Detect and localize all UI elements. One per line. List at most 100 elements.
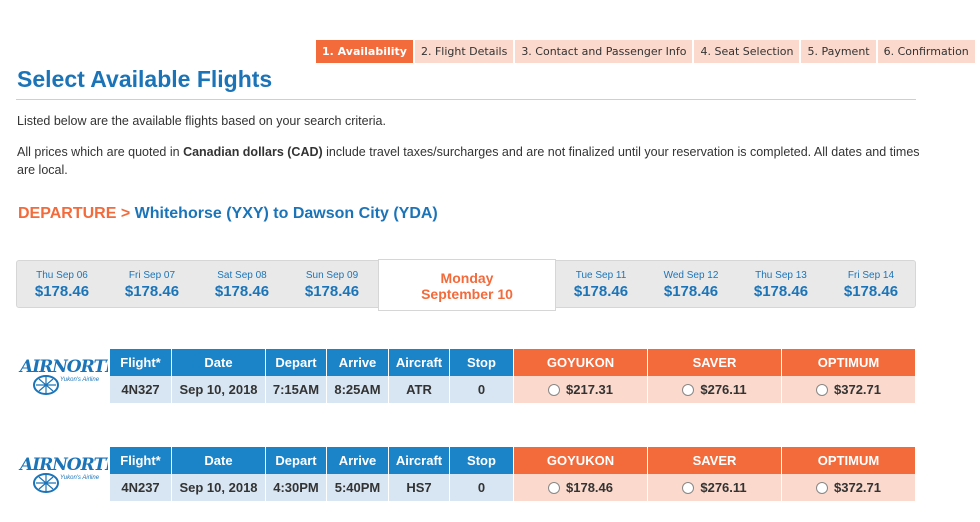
col-fare-saver: SAVER [648, 349, 782, 376]
col-stop: Stop [450, 447, 514, 474]
logo-tagline: Yukon's Airline [60, 377, 100, 383]
date-label: Fri Sep 07 [128, 270, 176, 281]
price-note-before: All prices which are quoted in [17, 145, 184, 159]
date-option[interactable]: Fri Sep 07 $178.46 [107, 261, 197, 309]
progress-steps: 1. Availability 2. Flight Details 3. Con… [316, 40, 977, 63]
col-aircraft: Aircraft [389, 349, 450, 376]
fare-option-goyukon[interactable]: $217.31 [514, 376, 648, 403]
flight-table-header: Flight* Date Depart Arrive Aircraft Stop… [110, 447, 916, 474]
date-price: $178.46 [304, 283, 360, 300]
arrive-time: 5:40PM [327, 474, 389, 501]
table-row: 4N327 Sep 10, 2018 7:15AM 8:25AM ATR 0 $… [110, 376, 916, 403]
airnorth-logo: AIRNORTH Yukon's Airline [18, 455, 108, 493]
fare-radio[interactable] [548, 384, 560, 396]
col-flight: Flight* [110, 349, 172, 376]
flight-date: Sep 10, 2018 [172, 376, 266, 403]
flight-table: Flight* Date Depart Arrive Aircraft Stop… [110, 349, 916, 403]
date-label: Thu Sep 13 [755, 270, 807, 281]
fare-option-saver[interactable]: $276.11 [648, 474, 782, 501]
step-payment: 5. Payment [801, 40, 876, 63]
fare-option-optimum[interactable]: $372.71 [782, 376, 916, 403]
col-fare-goyukon: GOYUKON [514, 447, 648, 474]
flight-table-header: Flight* Date Depart Arrive Aircraft Stop… [110, 349, 916, 376]
title-divider [16, 99, 916, 100]
date-label: Wed Sep 12 [663, 270, 719, 281]
intro-text: Listed below are the available flights b… [17, 114, 386, 128]
route-heading: DEPARTURE > Whitehorse (YXY) to Dawson C… [18, 205, 438, 223]
selected-date-day: Monday [440, 270, 494, 286]
date-option[interactable]: Fri Sep 14 $178.46 [826, 261, 916, 309]
date-label: Sat Sep 08 [217, 270, 267, 281]
price-note-currency: Canadian dollars (CAD) [183, 145, 323, 159]
col-depart: Depart [266, 349, 327, 376]
logo-wordmark: AIRNORTH [18, 357, 108, 377]
col-aircraft: Aircraft [389, 447, 450, 474]
logo-wordmark: AIRNORTH [18, 455, 108, 475]
date-option[interactable]: Wed Sep 12 $178.46 [646, 261, 736, 309]
aircraft: HS7 [389, 474, 450, 501]
fare-price: $217.31 [566, 382, 613, 397]
col-depart: Depart [266, 447, 327, 474]
col-flight: Flight* [110, 447, 172, 474]
date-label: Thu Sep 06 [36, 270, 88, 281]
flight-number: 4N237 [110, 474, 172, 501]
col-arrive: Arrive [327, 447, 389, 474]
date-option[interactable]: Thu Sep 06 $178.46 [17, 261, 107, 309]
col-date: Date [172, 447, 266, 474]
stops: 0 [450, 474, 514, 501]
date-price: $178.46 [573, 283, 629, 300]
date-price: $178.46 [124, 283, 180, 300]
fare-price: $372.71 [834, 480, 881, 495]
date-price: $178.46 [214, 283, 270, 300]
route-direction: DEPARTURE [18, 205, 117, 222]
fare-option-goyukon[interactable]: $178.46 [514, 474, 648, 501]
date-option[interactable]: Sun Sep 09 $178.46 [287, 261, 377, 309]
date-price: $178.46 [843, 283, 899, 300]
table-row: 4N237 Sep 10, 2018 4:30PM 5:40PM HS7 0 $… [110, 474, 916, 501]
selected-date[interactable]: Monday September 10 [378, 259, 556, 311]
fare-radio[interactable] [816, 482, 828, 494]
step-seat-selection: 4. Seat Selection [694, 40, 800, 63]
route-path: Whitehorse (YXY) to Dawson City (YDA) [134, 205, 438, 222]
flight-number: 4N327 [110, 376, 172, 403]
flight-date: Sep 10, 2018 [172, 474, 266, 501]
col-fare-optimum: OPTIMUM [782, 349, 916, 376]
step-confirmation: 6. Confirmation [877, 40, 975, 63]
fare-radio[interactable] [816, 384, 828, 396]
arrive-time: 8:25AM [327, 376, 389, 403]
date-price: $178.46 [34, 283, 90, 300]
step-availability: 1. Availability [316, 40, 413, 63]
depart-time: 4:30PM [266, 474, 327, 501]
fare-price: $372.71 [834, 382, 881, 397]
col-date: Date [172, 349, 266, 376]
fare-option-saver[interactable]: $276.11 [648, 376, 782, 403]
date-label: Sun Sep 09 [305, 270, 359, 281]
fare-radio[interactable] [682, 384, 695, 396]
price-note: All prices which are quoted in Canadian … [17, 143, 922, 179]
date-selector: Thu Sep 06 $178.46 Fri Sep 07 $178.46 Sa… [16, 259, 916, 311]
fare-price: $178.46 [566, 480, 613, 495]
fare-option-optimum[interactable]: $372.71 [782, 474, 916, 501]
fare-radio[interactable] [682, 482, 695, 494]
col-fare-optimum: OPTIMUM [782, 447, 916, 474]
stops: 0 [450, 376, 514, 403]
col-stop: Stop [450, 349, 514, 376]
fare-price: $276.11 [700, 382, 747, 397]
fare-price: $276.11 [700, 480, 747, 495]
logo-tagline: Yukon's Airline [60, 475, 100, 481]
date-option[interactable]: Thu Sep 13 $178.46 [736, 261, 826, 309]
date-price: $178.46 [753, 283, 809, 300]
step-flight-details: 2. Flight Details [414, 40, 514, 63]
step-contact-passenger: 3. Contact and Passenger Info [515, 40, 693, 63]
route-arrow: > [120, 205, 131, 222]
date-option[interactable]: Tue Sep 11 $178.46 [556, 261, 646, 309]
depart-time: 7:15AM [266, 376, 327, 403]
aircraft: ATR [389, 376, 450, 403]
date-option[interactable]: Sat Sep 08 $178.46 [197, 261, 287, 309]
selected-date-full: September 10 [421, 286, 513, 302]
col-fare-saver: SAVER [648, 447, 782, 474]
date-label: Tue Sep 11 [575, 270, 627, 281]
date-label: Fri Sep 14 [847, 270, 895, 281]
fare-radio[interactable] [548, 482, 560, 494]
price-note-after: include travel taxes/surcharges and are … [17, 145, 920, 177]
